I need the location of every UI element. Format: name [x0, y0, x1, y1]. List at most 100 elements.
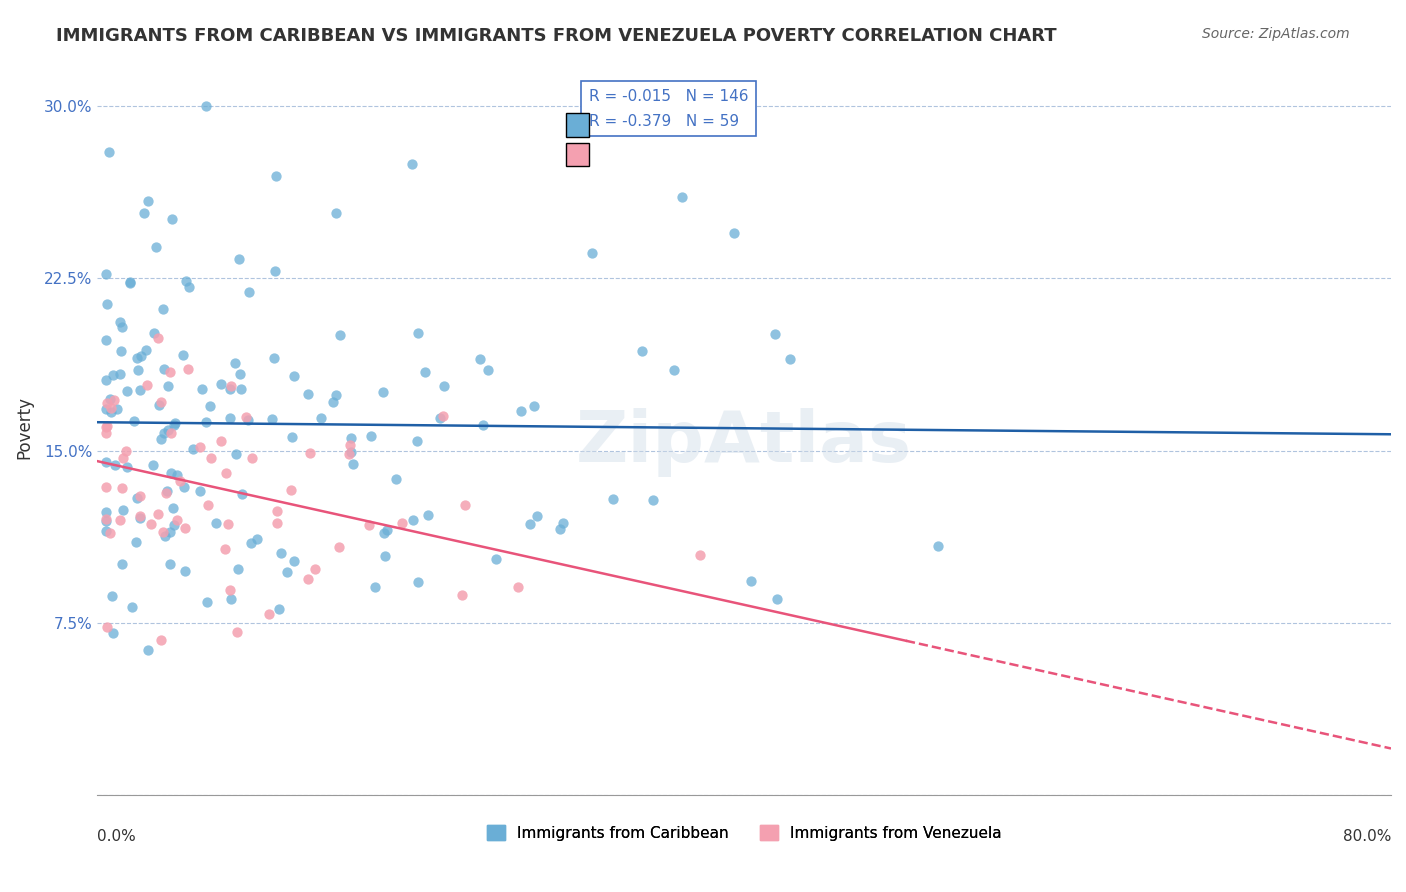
Point	[375, 523, 398, 537]
Point	[451, 588, 474, 602]
Point	[120, 275, 142, 289]
Point	[766, 591, 789, 606]
Point	[198, 399, 221, 413]
Point	[132, 206, 155, 220]
Point	[149, 395, 172, 409]
Point	[373, 384, 395, 399]
Point	[240, 451, 263, 466]
Point	[191, 382, 214, 396]
Point	[96, 524, 118, 539]
Point	[433, 378, 456, 392]
Point	[96, 297, 118, 311]
Point	[127, 362, 149, 376]
Point	[177, 361, 200, 376]
Legend: Immigrants from Caribbean, Immigrants from Venezuela: Immigrants from Caribbean, Immigrants fr…	[481, 819, 1008, 847]
Point	[166, 468, 188, 483]
Point	[429, 410, 451, 425]
Point	[129, 383, 152, 397]
Point	[238, 285, 260, 299]
Point	[401, 157, 423, 171]
Text: Source: ZipAtlas.com: Source: ZipAtlas.com	[1202, 27, 1350, 41]
Point	[219, 592, 242, 607]
Point	[142, 458, 165, 472]
Point	[385, 472, 408, 486]
Point	[129, 489, 152, 503]
Point	[98, 145, 121, 159]
Point	[115, 384, 138, 398]
Point	[160, 211, 183, 226]
Point	[159, 365, 181, 379]
Point	[104, 458, 127, 472]
Point	[111, 320, 134, 334]
Point	[108, 315, 131, 329]
Point	[195, 595, 218, 609]
Point	[142, 326, 165, 341]
Point	[263, 264, 285, 278]
Point	[416, 508, 439, 522]
Point	[280, 483, 302, 497]
Point	[229, 382, 252, 396]
Point	[136, 194, 159, 208]
Point	[283, 368, 305, 383]
Point	[166, 513, 188, 527]
Point	[100, 405, 122, 419]
Point	[103, 393, 125, 408]
Point	[235, 409, 257, 424]
Text: R = -0.015   N = 146
R = -0.379   N = 59: R = -0.015 N = 146 R = -0.379 N = 59	[589, 89, 748, 128]
Point	[337, 447, 360, 461]
Point	[101, 625, 124, 640]
Point	[127, 351, 149, 366]
Point	[406, 575, 429, 590]
Point	[173, 480, 195, 494]
Point	[214, 541, 236, 556]
Point	[188, 484, 211, 499]
Point	[506, 580, 529, 594]
Text: 80.0%: 80.0%	[1343, 829, 1391, 844]
Point	[94, 480, 117, 494]
Point	[229, 367, 252, 381]
Point	[364, 581, 387, 595]
Point	[94, 373, 117, 387]
Point	[723, 226, 745, 240]
Point	[630, 343, 652, 358]
Point	[160, 426, 183, 441]
Point	[114, 444, 136, 458]
Point	[153, 528, 176, 542]
Point	[125, 491, 148, 506]
Point	[325, 388, 347, 402]
Point	[523, 399, 546, 413]
Point	[120, 276, 142, 290]
Point	[472, 418, 495, 433]
Point	[128, 511, 150, 525]
Point	[325, 206, 347, 220]
Point	[136, 378, 159, 392]
Point	[224, 356, 246, 370]
Point	[779, 351, 801, 366]
Point	[108, 367, 131, 381]
Point	[217, 516, 239, 531]
Point	[548, 522, 571, 536]
Point	[225, 625, 247, 640]
Point	[509, 404, 531, 418]
Point	[432, 409, 454, 423]
Point	[219, 378, 242, 392]
Point	[204, 516, 226, 530]
Point	[111, 503, 134, 517]
Point	[240, 536, 263, 550]
Point	[391, 516, 413, 530]
Point	[150, 432, 173, 446]
Point	[260, 412, 283, 426]
Point	[152, 525, 174, 540]
Point	[328, 540, 350, 554]
Point	[94, 512, 117, 526]
FancyBboxPatch shape	[565, 143, 589, 166]
Point	[197, 498, 219, 512]
Point	[453, 498, 475, 512]
Point	[689, 548, 711, 562]
Point	[153, 426, 176, 441]
Point	[94, 514, 117, 528]
Point	[519, 516, 541, 531]
Point	[322, 395, 344, 409]
Text: 0.0%: 0.0%	[97, 829, 136, 844]
Point	[156, 423, 179, 437]
